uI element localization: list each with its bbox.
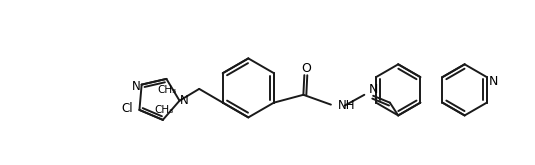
- Text: O: O: [301, 62, 311, 75]
- Text: CH₃: CH₃: [154, 105, 173, 115]
- Text: NH: NH: [338, 99, 355, 112]
- Text: N: N: [489, 75, 498, 87]
- Text: N: N: [369, 83, 379, 96]
- Text: Cl: Cl: [121, 102, 133, 116]
- Text: N: N: [180, 94, 189, 107]
- Text: N: N: [132, 80, 141, 93]
- Text: CH₃: CH₃: [158, 85, 177, 95]
